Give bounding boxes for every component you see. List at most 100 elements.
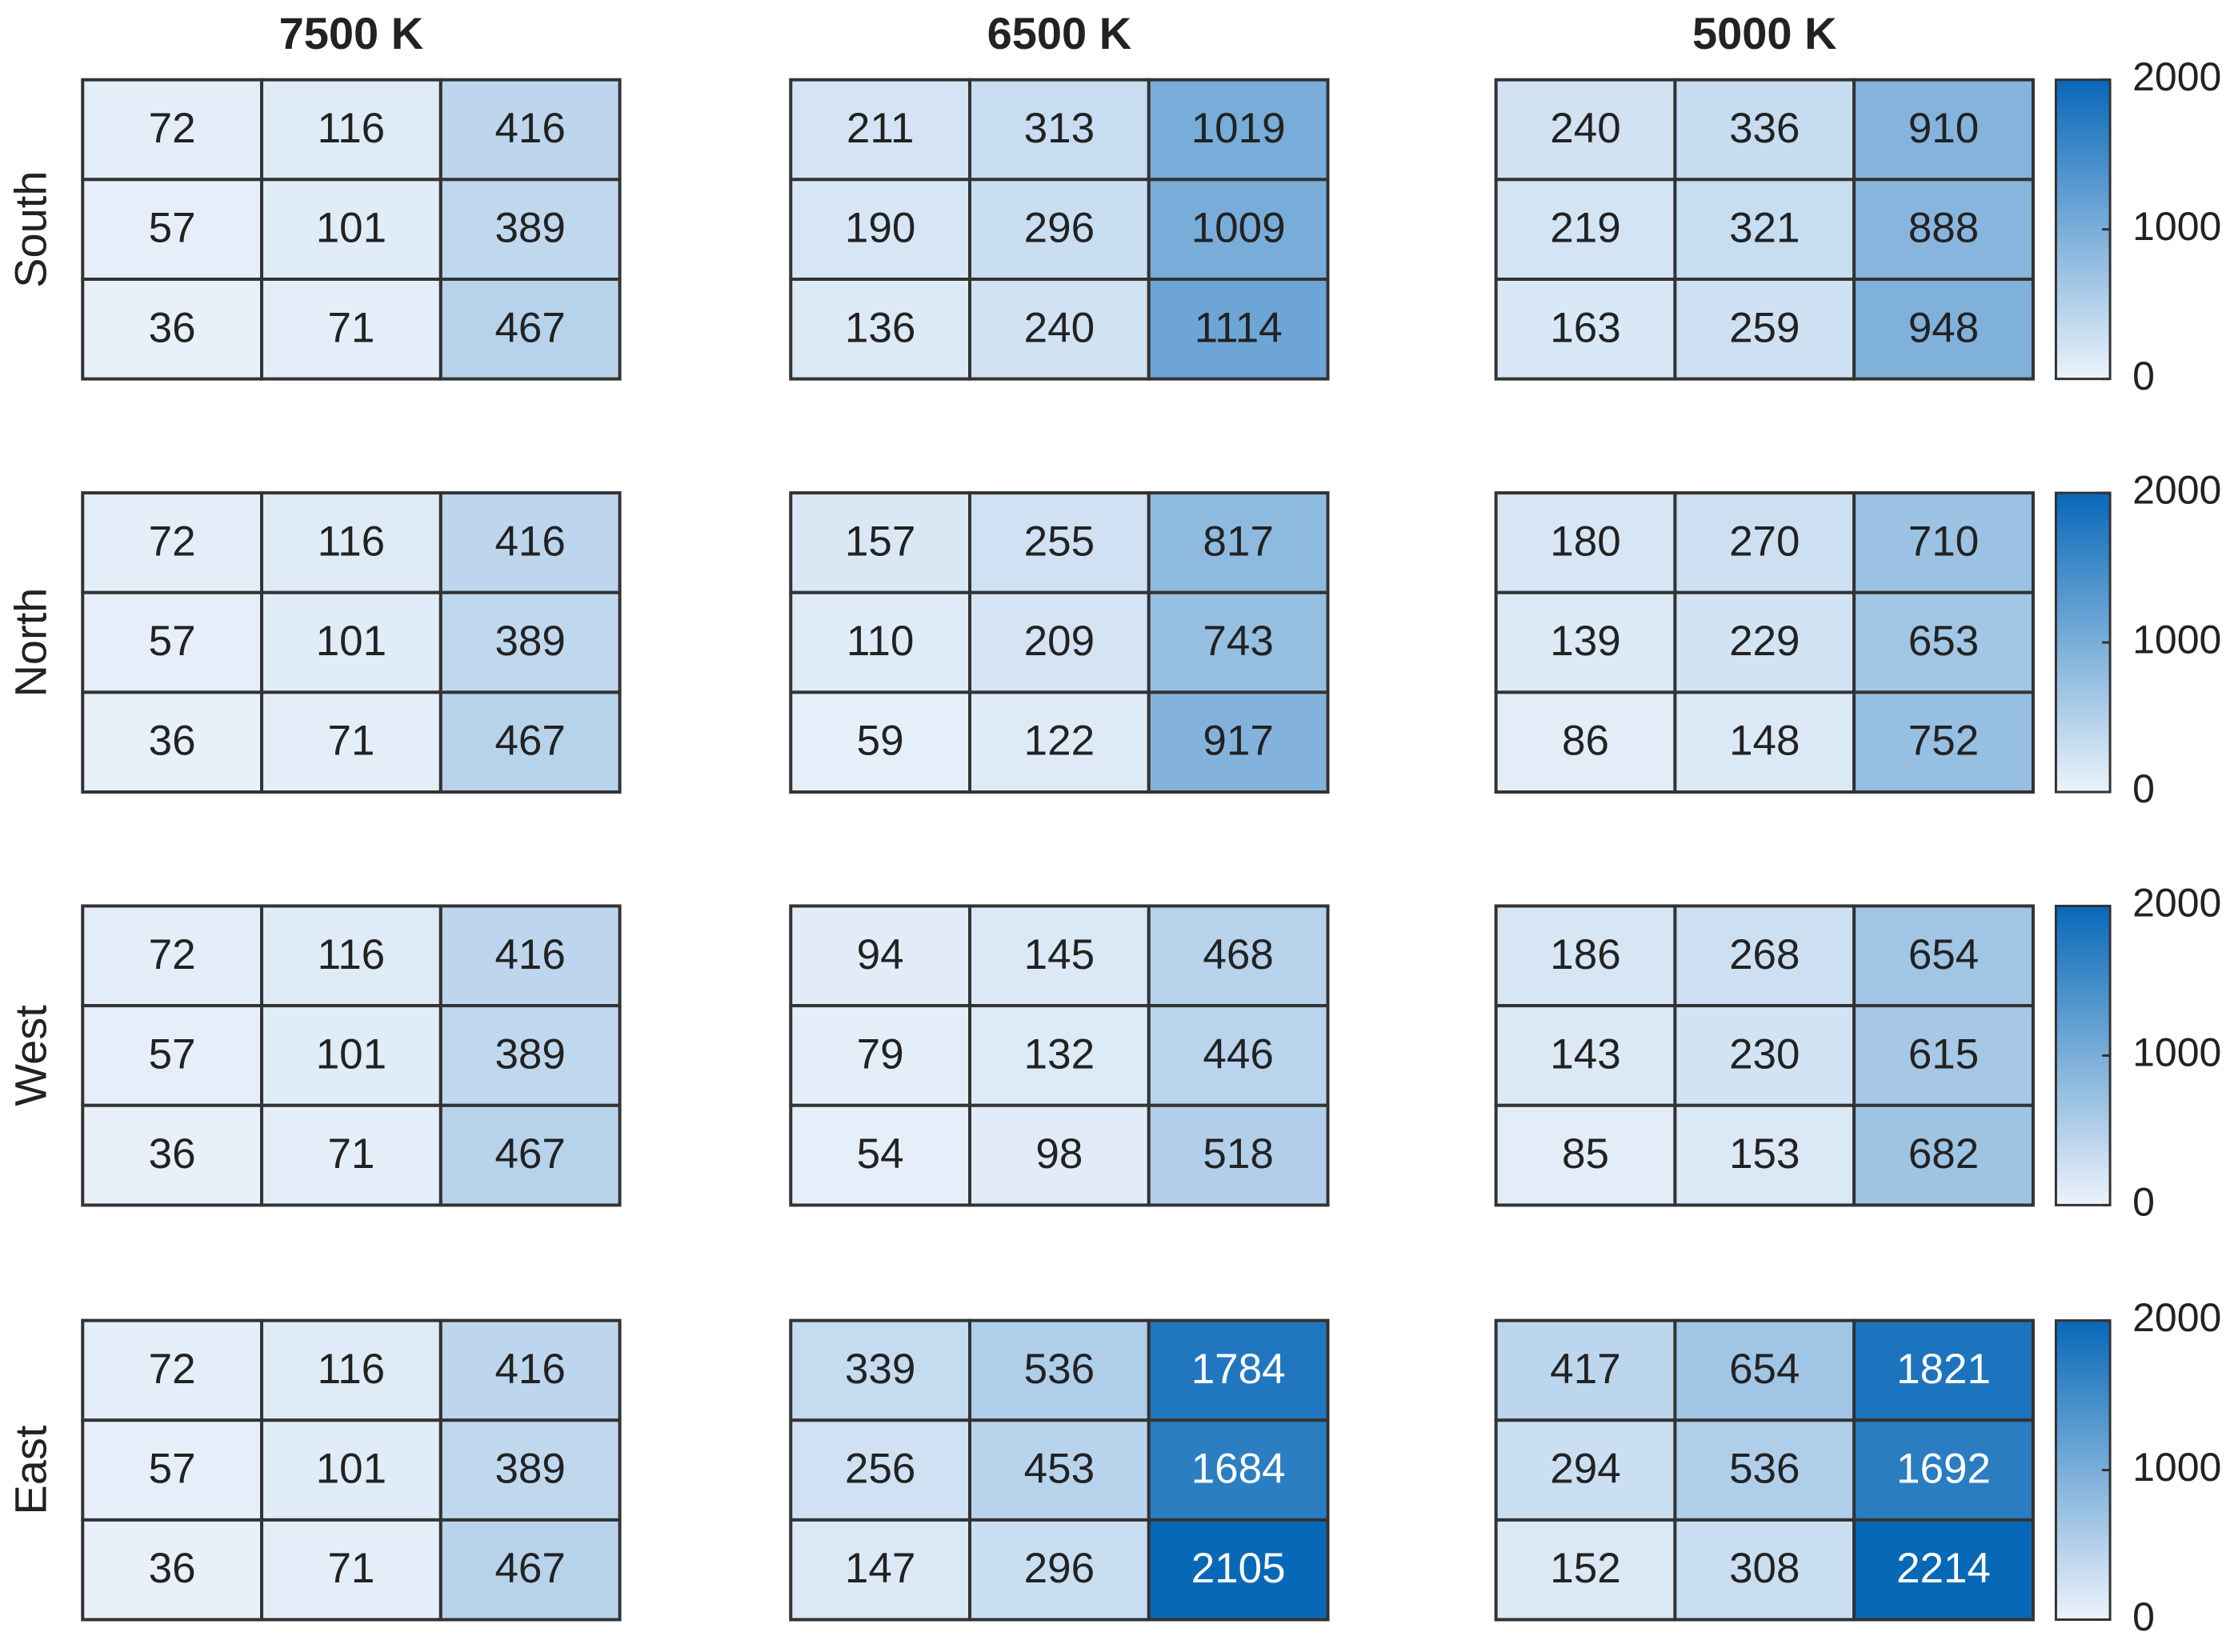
cell-label: 101 [316, 1030, 386, 1078]
cell-label: 255 [1024, 518, 1095, 565]
colorbar [2054, 491, 2112, 794]
cell-label: 116 [318, 931, 386, 978]
heatmap-cell [438, 1103, 622, 1207]
cell-label: 446 [1203, 1030, 1273, 1078]
cell-label: 682 [1908, 1130, 1979, 1178]
cell-label: 654 [1908, 931, 1979, 978]
cell-label: 416 [494, 105, 565, 152]
panel-title: 5000 K [1692, 8, 1837, 58]
cell-label: 122 [1024, 718, 1095, 765]
cell-label: 136 [845, 304, 915, 351]
cell-label: 467 [494, 1130, 565, 1178]
cell-label: 268 [1729, 931, 1800, 978]
cell-label: 453 [1024, 1446, 1095, 1493]
heatmap-cell [1852, 1004, 2035, 1107]
cell-label: 743 [1203, 618, 1273, 665]
heatmap-cell [438, 1318, 622, 1422]
colorbar-tick-label: 2000 [2132, 881, 2221, 926]
heatmap-cell [789, 278, 972, 381]
y-axis-label: North [6, 588, 56, 698]
heatmap-cell [1673, 491, 1856, 594]
heatmap-cell [1494, 1318, 1677, 1422]
heatmap-cell [1147, 1518, 1330, 1622]
heatmap-cell [81, 590, 264, 694]
cell-label: 57 [149, 618, 196, 665]
cell-label: 36 [149, 1545, 196, 1592]
heatmap-cell [260, 78, 442, 182]
heatmap-cell [1673, 1418, 1856, 1522]
cell-label: 152 [1550, 1545, 1620, 1592]
heatmap-cell [1852, 78, 2035, 182]
cell-label: 147 [845, 1545, 915, 1592]
cell-label: 72 [149, 105, 196, 152]
cell-label: 389 [494, 205, 565, 252]
heatmap-cell [1494, 278, 1677, 381]
heatmap-cell [789, 1103, 972, 1207]
heatmap-cell [260, 1518, 442, 1622]
colorbar-tick-label: 1000 [2132, 1030, 2221, 1075]
cell-label: 615 [1908, 1030, 1979, 1078]
cell-label: 536 [1729, 1446, 1800, 1493]
cell-label: 71 [327, 718, 374, 765]
cell-label: 910 [1908, 105, 1979, 152]
heatmap-cell [1147, 1418, 1330, 1522]
colorbar-tick-label: 0 [2132, 1180, 2155, 1225]
heatmap-cell [789, 1518, 972, 1622]
heatmap-cell [81, 278, 264, 381]
cell-label: 917 [1203, 718, 1273, 765]
cell-label: 416 [494, 518, 565, 565]
heatmap-cell [1147, 78, 1330, 182]
cell-label: 230 [1729, 1030, 1800, 1078]
heatmap-cell [1494, 690, 1677, 794]
colorbar-tick-label: 2000 [2132, 54, 2221, 99]
heatmap-cell [968, 1518, 1151, 1622]
cell-label: 468 [1203, 931, 1273, 978]
cell-label: 467 [494, 304, 565, 351]
colorbar-tick-label: 1000 [2132, 1445, 2221, 1490]
cell-label: 211 [847, 105, 915, 152]
heatmap-cell [1673, 690, 1856, 794]
heatmap-cell [1673, 1103, 1856, 1207]
cell-label: 36 [149, 304, 196, 351]
heatmap-cell [260, 491, 442, 594]
cell-label: 2105 [1191, 1545, 1286, 1592]
heatmap-cell [260, 690, 442, 794]
cell-label: 57 [149, 1030, 196, 1078]
heatmap-cell [968, 178, 1151, 282]
y-axis-label: East [6, 1425, 56, 1514]
cell-label: 888 [1908, 205, 1979, 252]
cell-label: 296 [1024, 1545, 1095, 1592]
heatmap-cell [1852, 178, 2035, 282]
colorbar [2054, 78, 2112, 381]
heatmap-cell [1852, 491, 2035, 594]
cell-label: 219 [1550, 205, 1620, 252]
cell-label: 143 [1550, 1030, 1620, 1078]
heatmap-cell [81, 1004, 264, 1107]
cell-label: 389 [494, 618, 565, 665]
y-axis-label: South [6, 171, 56, 288]
cell-label: 72 [149, 518, 196, 565]
colorbar-tick-label: 0 [2132, 1594, 2155, 1639]
cell-label: 654 [1729, 1346, 1800, 1393]
y-axis-label: West [6, 1005, 56, 1106]
heatmap-cell [1673, 1318, 1856, 1422]
heatmap-cell [438, 1418, 622, 1522]
cell-label: 653 [1908, 618, 1979, 665]
heatmap-cell [1494, 1103, 1677, 1207]
heatmap-cell [1852, 590, 2035, 694]
heatmap-cell [1494, 1518, 1677, 1622]
cell-label: 186 [1550, 931, 1620, 978]
heatmap-cell [968, 1103, 1151, 1207]
heatmap-cell [1147, 491, 1330, 594]
colorbar [2054, 904, 2112, 1206]
colorbar-tick-label: 2000 [2132, 467, 2221, 512]
cell-label: 79 [857, 1030, 904, 1078]
cell-label: 313 [1024, 105, 1095, 152]
cell-label: 57 [149, 205, 196, 252]
colorbar-tick-label: 2000 [2132, 1295, 2221, 1340]
cell-label: 132 [1024, 1030, 1095, 1078]
heatmap-cell [789, 1318, 972, 1422]
heatmap-cell [1494, 178, 1677, 282]
heatmap-cell [438, 278, 622, 381]
